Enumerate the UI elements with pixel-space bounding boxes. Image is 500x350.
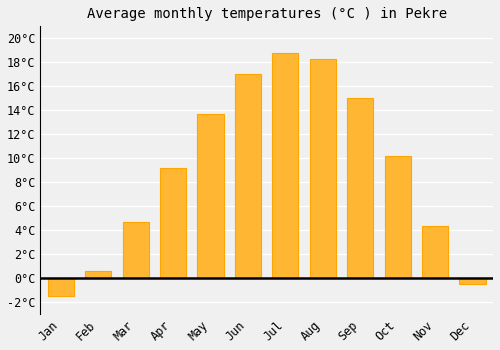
Bar [198,114,224,278]
Title: Average monthly temperatures (°C ) in Pekre: Average monthly temperatures (°C ) in Pe… [86,7,446,21]
Bar [422,226,448,278]
Bar [235,74,261,278]
Bar [310,59,336,278]
Bar [384,156,410,278]
Bar [48,278,74,296]
Bar [272,52,298,278]
Bar [460,278,485,284]
Bar [85,271,112,278]
Bar [160,168,186,278]
Bar [347,98,374,278]
Bar [122,222,149,278]
